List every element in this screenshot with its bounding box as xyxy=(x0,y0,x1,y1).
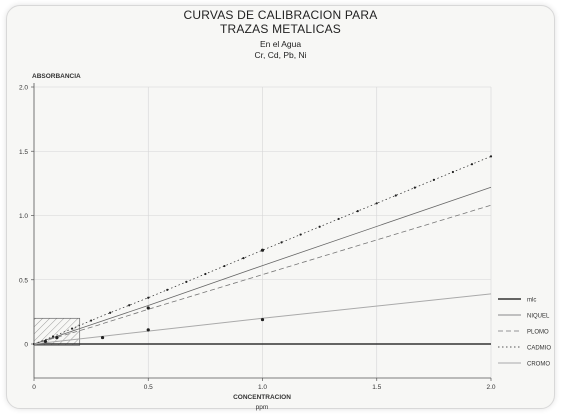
series-cadmio-point xyxy=(166,288,169,291)
x-axis-unit: ppm xyxy=(256,404,269,411)
series-cadmio-point xyxy=(90,319,93,322)
y-tick-label: 2.0 xyxy=(19,85,28,92)
x-tick-label: 0 xyxy=(32,384,36,391)
data-marker xyxy=(146,328,150,332)
series-cadmio-point xyxy=(147,296,150,299)
data-marker xyxy=(146,306,150,310)
series-cadmio-point xyxy=(337,217,340,221)
series-cadmio-point xyxy=(394,194,397,197)
data-marker xyxy=(43,339,48,344)
y-axis-label: ABSORBANCIA xyxy=(32,73,81,80)
y-tick-label: 0.5 xyxy=(19,277,28,284)
x-tick-label: 2.0 xyxy=(486,384,495,391)
series-cadmio-point xyxy=(128,304,131,307)
chart-subtitle-line-2: Cr, Cd, Pb, Ni xyxy=(254,50,307,60)
series-cadmio-point xyxy=(51,335,55,338)
legend-label-plomo: PLOMO xyxy=(527,330,549,336)
series-cadmio-point xyxy=(356,210,359,213)
series-cadmio-point xyxy=(109,311,112,314)
chart-subtitle-line-1: En el Agua xyxy=(259,39,302,49)
series-cadmio-point xyxy=(70,327,74,330)
series-cadmio-point xyxy=(318,225,321,228)
x-tick-label: 0.5 xyxy=(144,384,153,391)
legend-label-mlc: mlc xyxy=(527,298,536,304)
chart-frame xyxy=(6,5,555,409)
x-tick-label: 1.5 xyxy=(372,384,381,391)
series-cadmio-point xyxy=(489,155,493,158)
legend-label-cromo: CROMO xyxy=(527,362,550,368)
series-cadmio-point xyxy=(299,233,302,236)
series-cadmio-point xyxy=(185,280,188,283)
series-cadmio-point xyxy=(470,163,474,166)
series-cadmio-point xyxy=(451,170,455,174)
x-axis-label: CONCENTRACION xyxy=(233,394,291,401)
data-marker xyxy=(55,335,59,340)
legend-label-niquel: NIQUEL xyxy=(527,314,550,320)
grid xyxy=(34,86,492,378)
series-cadmio-point xyxy=(375,202,378,205)
series-cadmio-line xyxy=(33,156,492,345)
chart-title-line-1: CURVAS DE CALIBRACION PARA xyxy=(183,8,378,22)
y-tick-label: 1.0 xyxy=(19,213,28,220)
data-marker xyxy=(260,248,265,252)
y-tick-label: 1.5 xyxy=(19,149,28,156)
x-tick-label: 1.0 xyxy=(258,384,267,391)
data-marker xyxy=(260,317,265,322)
data-marker xyxy=(100,335,105,340)
series-cadmio-point xyxy=(413,186,416,189)
series-niquel-line xyxy=(33,186,492,345)
series-cadmio-point xyxy=(280,241,283,244)
series-cadmio-point xyxy=(204,272,207,276)
y-tick-label: 0 xyxy=(24,342,28,349)
chart-title-line-2: TRAZAS METALICAS xyxy=(220,22,341,36)
legend-label-cadmio: CADMIO xyxy=(527,346,551,352)
series-cadmio-point xyxy=(223,264,226,268)
marker-group xyxy=(43,248,265,344)
series-cadmio-point xyxy=(242,257,245,260)
series-cadmio-point xyxy=(432,178,435,181)
legend: mlc NIQUEL PLOMO CADMIO CROMO xyxy=(498,298,551,368)
